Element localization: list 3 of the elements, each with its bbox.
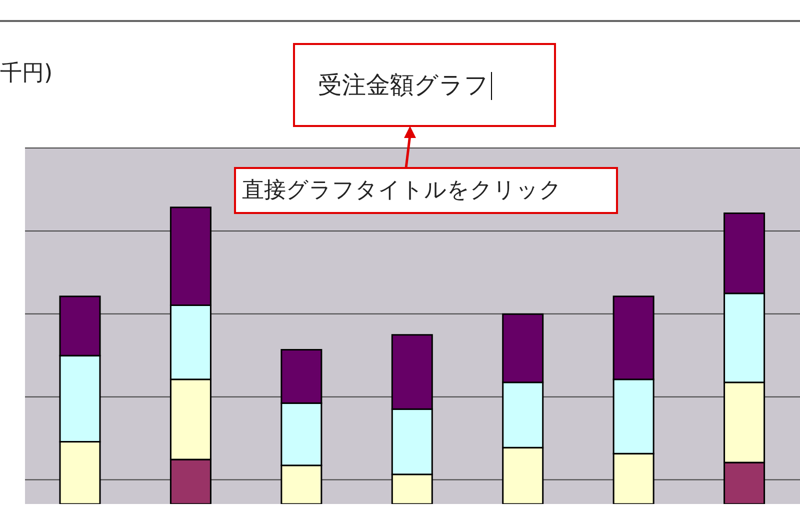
text: 千円) <box>0 60 53 88</box>
text: 直接グラフタイトルをクリック <box>242 178 562 203</box>
chart-title: 受注金額グラフ <box>318 71 489 99</box>
